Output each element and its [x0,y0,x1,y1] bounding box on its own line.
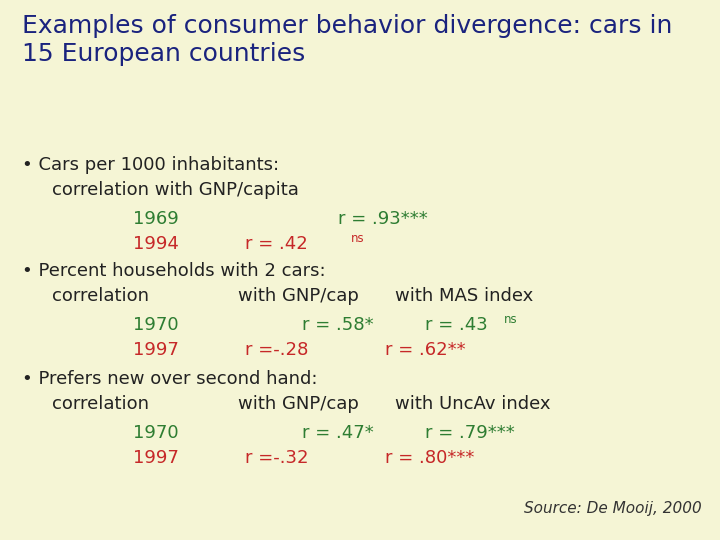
Text: correlation: correlation [52,287,149,306]
Text: with GNP/cap: with GNP/cap [238,287,359,306]
Text: r = .62**: r = .62** [385,341,466,360]
Text: r = .58*: r = .58* [302,316,374,334]
Text: • Percent households with 2 cars:: • Percent households with 2 cars: [22,262,325,280]
Text: 1970: 1970 [133,424,179,442]
Text: Source: De Mooij, 2000: Source: De Mooij, 2000 [524,501,702,516]
Text: 1994: 1994 [133,235,179,253]
Text: ns: ns [504,313,518,326]
Text: with UncAv index: with UncAv index [395,395,550,414]
Text: ns: ns [351,232,364,245]
Text: • Cars per 1000 inhabitants:: • Cars per 1000 inhabitants: [22,156,279,174]
Text: Examples of consumer behavior divergence: cars in
15 European countries: Examples of consumer behavior divergence… [22,14,672,66]
Text: r = .79***: r = .79*** [425,424,515,442]
Text: correlation: correlation [52,395,149,414]
Text: r =-.32: r =-.32 [245,449,308,468]
Text: with MAS index: with MAS index [395,287,533,306]
Text: r = .80***: r = .80*** [385,449,474,468]
Text: 1970: 1970 [133,316,179,334]
Text: • Prefers new over second hand:: • Prefers new over second hand: [22,370,317,388]
Text: correlation with GNP/capita: correlation with GNP/capita [52,181,299,199]
Text: r = .93***: r = .93*** [338,210,428,228]
Text: r = .47*: r = .47* [302,424,374,442]
Text: with GNP/cap: with GNP/cap [238,395,359,414]
Text: r = .43: r = .43 [425,316,487,334]
Text: 1997: 1997 [133,341,179,360]
Text: 1969: 1969 [133,210,179,228]
Text: r = .42: r = .42 [245,235,307,253]
Text: 1997: 1997 [133,449,179,468]
Text: r =-.28: r =-.28 [245,341,308,360]
